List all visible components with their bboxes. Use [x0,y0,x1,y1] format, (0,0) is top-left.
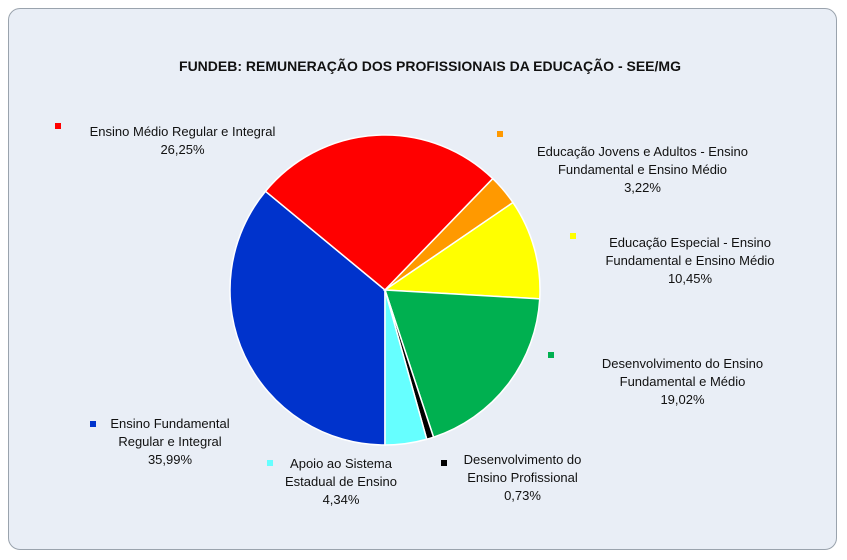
slice-value: 4,34% [322,492,360,507]
pie-slice [382,201,541,300]
slice-name: Desenvolvimento do Ensino Fundamental e … [601,356,764,389]
slice-value: 3,22% [624,180,661,195]
slice-name: Desenvolvimento do Ensino Profissional [463,452,582,485]
slice-label: Ensino Médio Regular e Integral 26,25% [70,123,295,159]
legend-marker [55,123,61,129]
pie-slice [384,289,428,446]
slice-label: Educação Jovens e Adultos - Ensino Funda… [515,143,770,197]
slice-name: Ensino Médio Regular e Integral [89,124,276,139]
legend-marker [570,233,576,239]
pie-slice [264,134,494,292]
legend-marker [497,131,503,137]
slice-value: 0,73% [504,488,541,503]
slice-value: 35,99% [147,452,193,467]
legend-marker [90,421,96,427]
slice-name: Educação Especial - Ensino Fundamental e… [605,235,775,268]
legend-marker [548,352,554,358]
slice-label: Educação Especial - Ensino Fundamental e… [585,234,795,288]
pie-slice [383,289,541,439]
legend-marker [441,460,447,466]
slice-value: 19,02% [660,392,705,407]
legend-marker [267,460,273,466]
slice-value: 26,25% [160,142,205,157]
slice-label: Desenvolvimento do Ensino Profissional 0,… [450,451,595,505]
slice-name: Ensino Fundamental Regular e Integral [110,416,230,449]
chart-title: FUNDEB: REMUNERAÇÃO DOS PROFISSIONAIS DA… [179,57,681,74]
pie-slice [229,190,386,446]
slice-label: Ensino Fundamental Regular e Integral 35,… [95,415,245,469]
slice-name: Apoio ao Sistema Estadual de Ensino [284,456,398,489]
slice-label: Desenvolvimento do Ensino Fundamental e … [580,355,785,409]
slice-label: Apoio ao Sistema Estadual de Ensino 4,34% [270,455,412,509]
slice-name: Educação Jovens e Adultos - Ensino Funda… [536,144,749,177]
slice-value: 10,45% [667,271,713,286]
